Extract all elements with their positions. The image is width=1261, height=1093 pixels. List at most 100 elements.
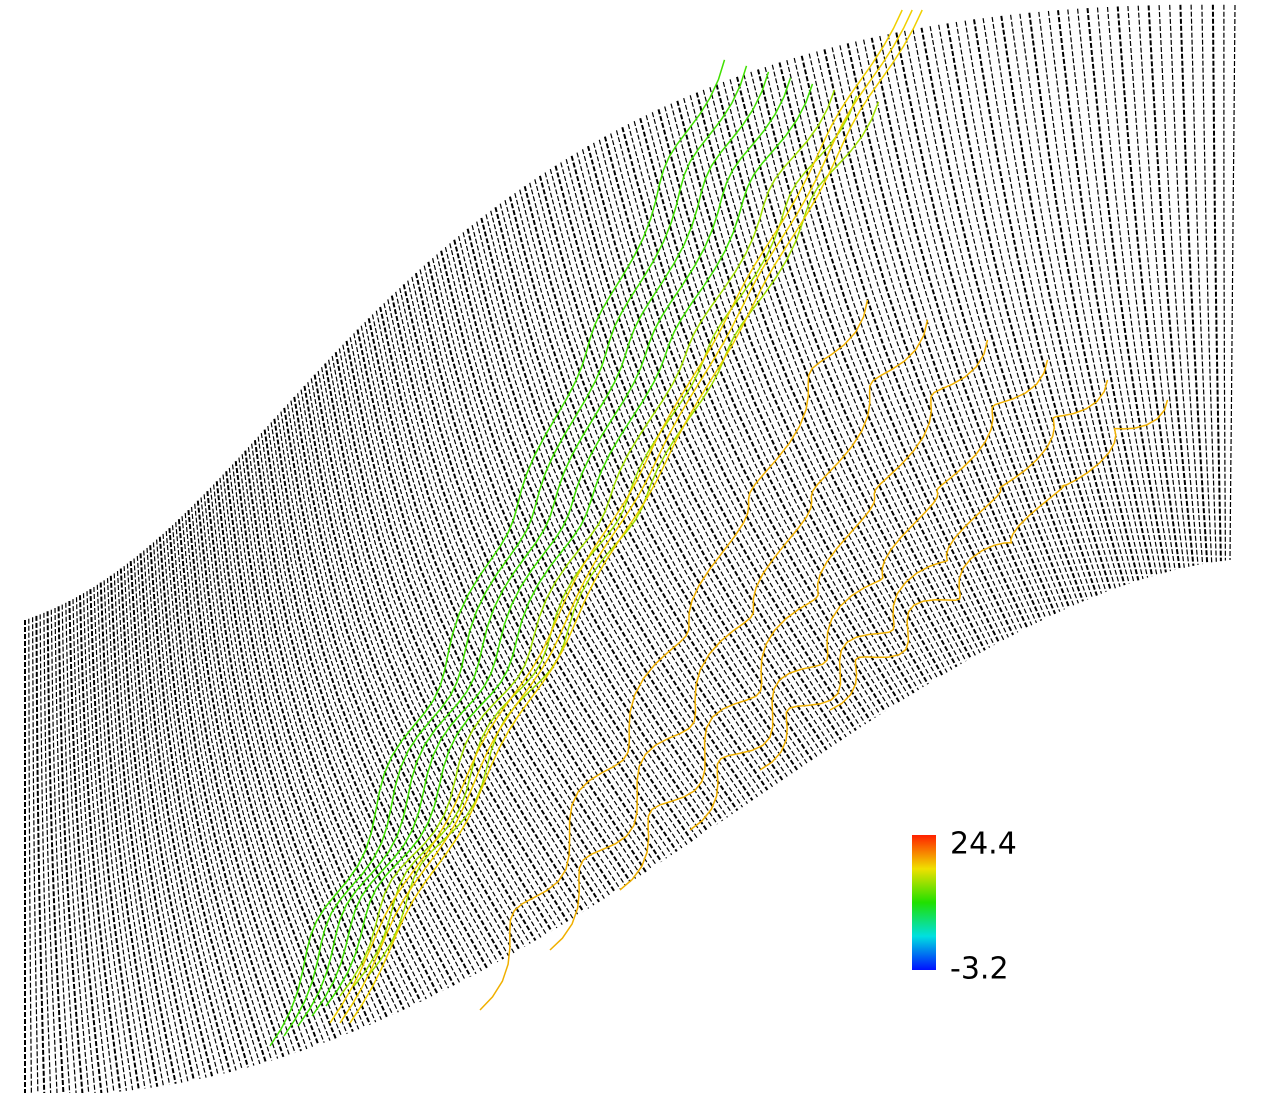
vector-line	[709, 87, 953, 670]
vector-line	[116, 570, 189, 1082]
contour-line	[283, 65, 748, 1037]
color-bar-max: 24.4	[950, 827, 1017, 862]
vector-line	[209, 487, 360, 1030]
contour-line	[297, 71, 770, 1027]
vector-line	[32, 617, 39, 1093]
vector-line	[440, 250, 709, 832]
vector-line	[823, 49, 1029, 629]
vector-line	[651, 112, 910, 697]
contour-line	[549, 319, 929, 951]
vector-line	[86, 591, 134, 1091]
vector-line	[480, 217, 754, 801]
vector-line	[113, 573, 183, 1083]
vector-line	[165, 531, 279, 1059]
contour-line	[619, 339, 989, 891]
vector-line	[598, 139, 867, 725]
vector-line	[423, 265, 688, 846]
vector-line	[627, 124, 891, 709]
vector-line	[43, 612, 58, 1093]
vector-line	[1179, 4, 1209, 564]
vector-line	[123, 566, 201, 1080]
vector-line	[689, 95, 939, 679]
vector-line	[310, 378, 531, 944]
vector-line	[328, 359, 558, 929]
vector-line	[129, 561, 214, 1077]
vector-line	[383, 303, 637, 879]
vector-line	[402, 284, 663, 863]
vector-line	[519, 189, 793, 774]
vector-line	[387, 299, 642, 876]
vector-line	[168, 528, 285, 1058]
vector-line	[1096, 7, 1172, 572]
vector-line	[955, 21, 1103, 594]
vector-line	[490, 210, 763, 794]
vector-line	[1057, 10, 1154, 577]
vector-line	[715, 84, 958, 668]
vector-line	[593, 142, 862, 728]
vector-line	[764, 66, 991, 648]
color-bar	[912, 835, 936, 970]
vector-line	[156, 539, 261, 1065]
vector-line	[1190, 4, 1213, 563]
vector-line	[390, 295, 647, 873]
vector-field	[24, 4, 1236, 1093]
contour-line	[339, 89, 836, 997]
vector-line	[136, 555, 225, 1074]
vector-line	[839, 45, 1038, 624]
vector-line	[399, 287, 657, 866]
vector-line	[879, 35, 1061, 612]
vector-line	[79, 595, 122, 1092]
vector-line	[610, 133, 876, 719]
vector-line	[72, 599, 109, 1093]
vector-line	[427, 261, 693, 842]
vector-line	[219, 477, 377, 1023]
vector-line	[1201, 4, 1217, 562]
vector-line	[466, 228, 739, 812]
vector-line	[297, 393, 510, 957]
vector-line	[504, 200, 778, 784]
contour-line	[829, 399, 1169, 711]
vector-line	[286, 404, 493, 966]
vector-line	[1158, 5, 1199, 565]
vector-line	[1169, 4, 1204, 565]
vector-line	[929, 26, 1089, 600]
contour-line	[311, 77, 792, 1017]
vector-line	[187, 509, 320, 1046]
vector-line	[771, 64, 995, 646]
vector-line	[895, 32, 1071, 608]
vector-line	[476, 221, 748, 805]
vector-line	[321, 367, 547, 935]
vector-line	[621, 127, 886, 712]
vector-line	[190, 506, 325, 1043]
vector-line	[82, 593, 127, 1091]
vector-line	[449, 243, 718, 825]
contour-line	[349, 9, 923, 1024]
vector-line	[534, 179, 808, 764]
vector-line	[349, 337, 590, 909]
vector-line	[1019, 13, 1135, 583]
vector-line	[162, 533, 273, 1061]
vector-line	[143, 550, 237, 1071]
vector-line	[946, 23, 1098, 596]
contour-line	[269, 59, 726, 1047]
vector-line	[247, 447, 427, 1000]
vector-line	[119, 568, 195, 1081]
vector-line	[407, 280, 668, 859]
vector-line	[103, 580, 164, 1086]
vector-line	[786, 60, 1005, 641]
vector-line	[920, 27, 1084, 602]
contour-line	[329, 9, 903, 1024]
vector-line	[68, 600, 103, 1093]
vector-line	[1067, 9, 1158, 575]
vector-line	[912, 29, 1079, 604]
vector-line	[887, 34, 1065, 610]
vector-line	[280, 411, 483, 972]
vector-line	[411, 276, 673, 856]
vector-line	[360, 325, 605, 899]
vector-line	[353, 333, 595, 906]
vector-line	[1000, 15, 1126, 586]
vector-line	[273, 418, 472, 978]
vector-line	[702, 89, 948, 673]
